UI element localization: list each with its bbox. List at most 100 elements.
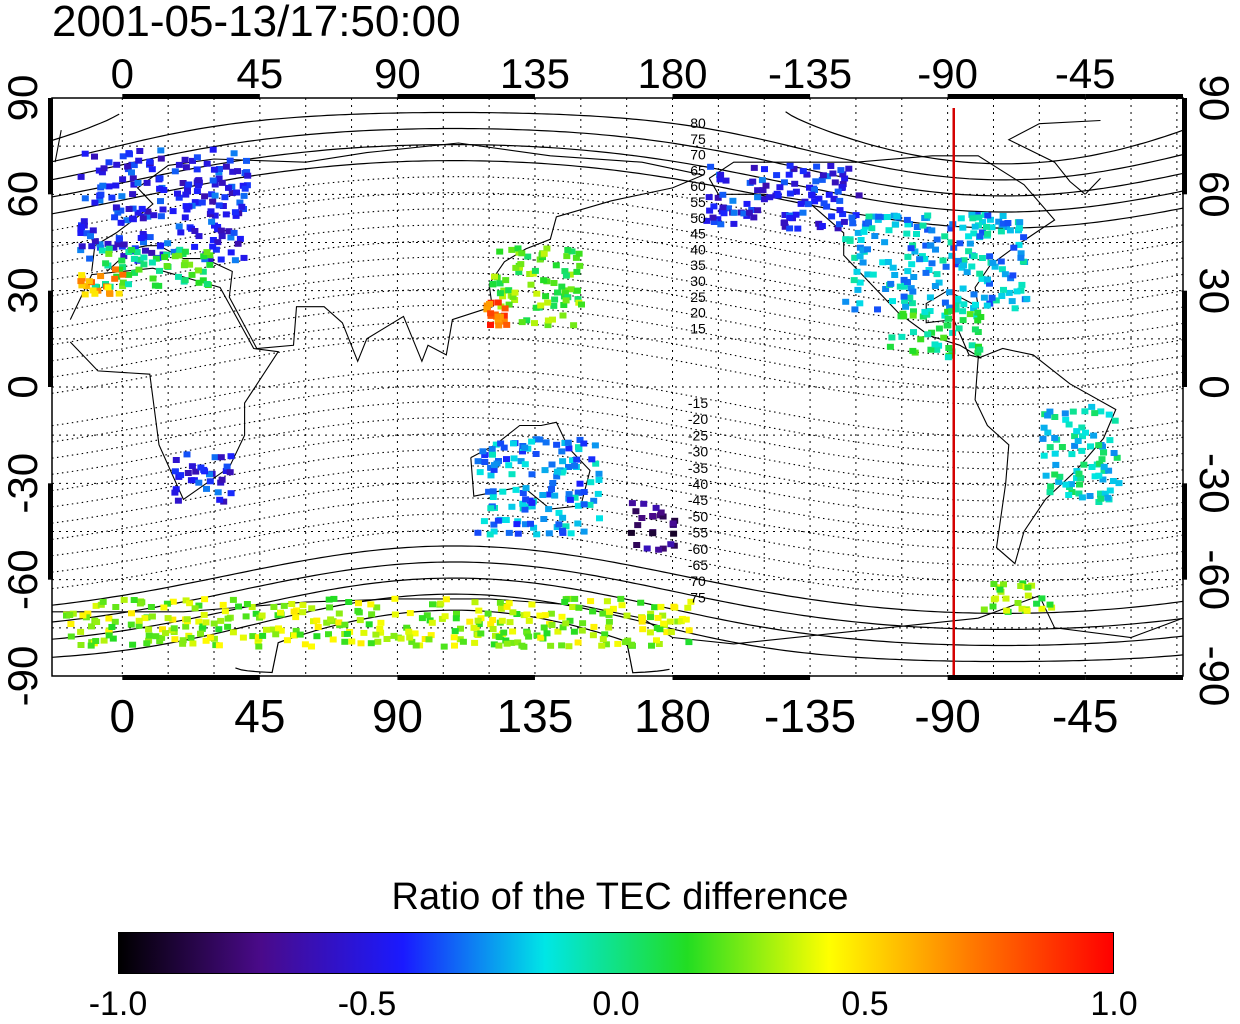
tec-cell — [212, 642, 220, 649]
frame-tick-bar — [122, 94, 260, 99]
tec-cell — [601, 631, 609, 638]
tec-cell — [910, 274, 918, 280]
tec-cell — [750, 164, 758, 171]
tec-cell — [372, 631, 380, 638]
tec-cell — [904, 221, 912, 228]
tec-cell — [980, 606, 988, 613]
tec-cell — [174, 190, 181, 197]
tec-cell — [984, 212, 992, 219]
tec-cell — [243, 157, 250, 164]
tec-cell — [942, 263, 950, 270]
tec-cell — [1011, 305, 1019, 312]
tec-cell — [222, 163, 230, 170]
tec-cell — [941, 233, 949, 240]
tec-cell — [719, 204, 727, 211]
tec-cell — [206, 478, 214, 485]
tec-cell — [423, 612, 431, 619]
tec-cell — [105, 159, 113, 166]
tec-cell — [490, 528, 498, 535]
map-title: 2001-05-13/17:50:00 — [52, 0, 461, 46]
tec-cell — [135, 622, 143, 629]
tec-cell — [1101, 490, 1109, 497]
tec-cell — [175, 194, 183, 201]
tec-cell — [135, 617, 143, 624]
tec-cell — [1078, 494, 1086, 501]
tec-cell — [968, 263, 976, 270]
tec-cell — [170, 625, 178, 632]
tec-cell — [785, 171, 793, 178]
tec-cell — [649, 513, 657, 519]
contour-label: 30 — [690, 273, 706, 289]
tec-cell — [390, 632, 398, 639]
tec-cell — [1095, 499, 1103, 505]
tec-cell — [368, 611, 376, 618]
tec-cell — [952, 302, 960, 309]
tec-cell — [617, 595, 625, 602]
tec-cell — [506, 619, 514, 626]
tec-cell — [67, 621, 75, 627]
tec-cell — [842, 298, 850, 305]
tec-cell — [406, 610, 414, 617]
tec-cell — [290, 608, 298, 615]
tec-cell — [1105, 467, 1113, 474]
tec-cell — [1055, 478, 1063, 485]
tec-cell — [954, 257, 962, 264]
tec-cell — [957, 215, 965, 222]
tec-cell — [927, 346, 935, 353]
tec-cell — [592, 460, 600, 467]
bottom-lon-tick-label: 90 — [372, 690, 423, 742]
tec-cell — [150, 212, 158, 219]
tec-cell — [216, 166, 223, 172]
tec-cell — [490, 462, 498, 469]
tec-cell — [526, 497, 534, 504]
tec-cell — [227, 234, 235, 241]
tec-cell — [233, 189, 240, 196]
tec-cell — [215, 626, 223, 633]
tec-cell — [634, 522, 642, 529]
tec-cell — [1079, 433, 1086, 440]
tec-cell — [502, 517, 510, 523]
tec-cell — [258, 612, 266, 619]
tec-cell — [988, 294, 996, 301]
tec-cell — [540, 250, 548, 257]
tec-cell — [797, 200, 805, 207]
tec-cell — [466, 618, 474, 625]
tec-cell — [879, 259, 887, 266]
tec-cell — [907, 245, 915, 252]
contour-label: 75 — [690, 131, 706, 147]
tec-cell — [571, 494, 579, 501]
tec-cell — [709, 214, 717, 221]
tec-cell — [327, 616, 335, 623]
contour-label: -60 — [688, 541, 708, 557]
tec-cell — [574, 520, 582, 527]
tec-cell — [218, 179, 226, 186]
tec-cell — [514, 245, 522, 252]
tec-cell — [236, 235, 244, 242]
tec-cell — [1024, 592, 1032, 599]
tec-cell — [486, 301, 493, 307]
tec-cell — [850, 277, 858, 284]
tec-cell — [551, 296, 559, 303]
tec-cell — [998, 293, 1006, 299]
tec-cell — [177, 472, 185, 479]
tec-cell — [1062, 416, 1070, 423]
tec-cell — [474, 617, 482, 624]
tec-cell — [948, 348, 956, 355]
tec-cell — [840, 218, 848, 225]
tec-cell — [195, 233, 203, 240]
tec-cell — [236, 199, 244, 206]
tec-cell — [1090, 432, 1098, 439]
tec-cell — [829, 170, 837, 177]
tec-cell — [574, 639, 582, 646]
tec-cell — [834, 225, 842, 232]
tec-cell — [157, 213, 165, 220]
tec-cell — [518, 250, 526, 257]
tec-cell — [513, 611, 521, 617]
tec-cell — [945, 345, 953, 351]
tec-cell — [605, 624, 613, 631]
tec-cell — [511, 297, 519, 303]
tec-cell — [828, 213, 836, 220]
geomagnetic-contour — [52, 449, 1183, 518]
tec-cell — [656, 626, 664, 633]
tec-cell — [563, 253, 571, 260]
